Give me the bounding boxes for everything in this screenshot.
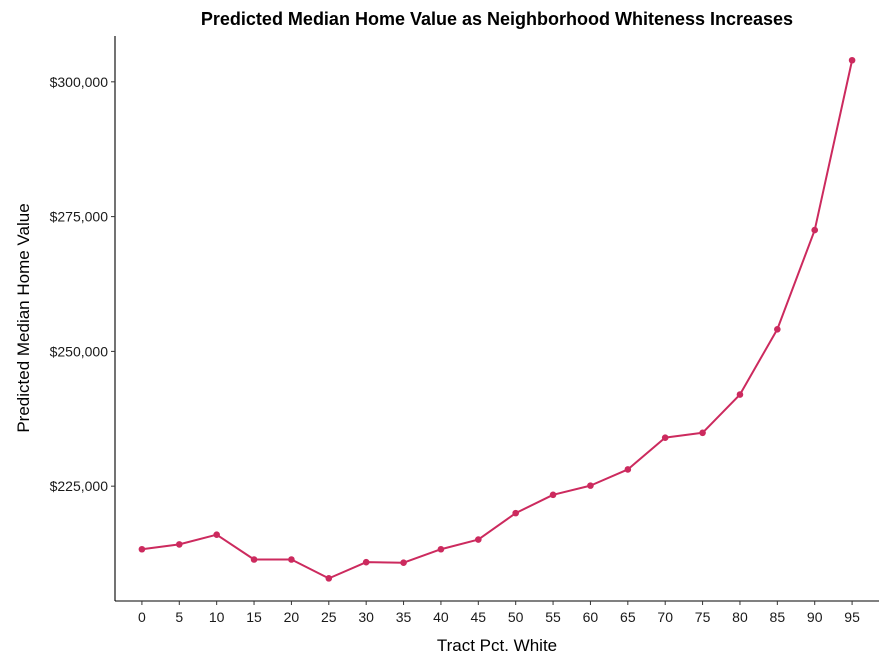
- x-tick-label: 65: [620, 609, 636, 625]
- y-tick-label: $250,000: [50, 343, 109, 359]
- series-line: [141, 60, 854, 580]
- x-tick-label: 95: [844, 609, 860, 625]
- x-tick-label: 5: [175, 609, 183, 625]
- x-tick-label: 20: [284, 609, 300, 625]
- x-tick-label: 0: [138, 609, 146, 625]
- x-tick-label: 85: [770, 609, 786, 625]
- data-point: [250, 556, 258, 563]
- data-point: [699, 429, 706, 437]
- x-tick-label: 15: [246, 609, 262, 625]
- data-point: [437, 545, 445, 553]
- data-point: [661, 434, 669, 441]
- x-tick-label: 80: [732, 609, 748, 625]
- data-point: [512, 509, 519, 517]
- x-tick-label: 55: [545, 609, 561, 625]
- data-point: [848, 56, 856, 64]
- x-axis-label: Tract Pct. White: [437, 636, 557, 655]
- y-tick-label: $225,000: [50, 478, 109, 494]
- x-tick-label: 70: [657, 609, 673, 625]
- x-tick-label: 35: [396, 609, 412, 625]
- x-tick-label: 30: [358, 609, 374, 625]
- x-tick-label: 10: [209, 609, 225, 625]
- data-point: [138, 545, 146, 553]
- x-tick-label: 50: [508, 609, 524, 625]
- data-point: [624, 466, 632, 473]
- x-tick-label: 60: [583, 609, 599, 625]
- x-tick-label: 75: [695, 609, 711, 625]
- y-tick-label: $300,000: [50, 74, 109, 90]
- y-axis: $225,000 $250,000 $275,000 $300,000: [50, 36, 116, 601]
- data-point: [475, 536, 482, 543]
- x-axis: 0 5 10 15 20 25 30 35 40 45 50 55 60 65 70 75 80 85 90 95: [115, 600, 879, 625]
- data-point: [811, 226, 819, 234]
- data-point: [288, 556, 295, 563]
- series-layer: [138, 56, 856, 582]
- y-axis-label: Predicted Median Home Value: [14, 203, 33, 432]
- data-point: [587, 482, 594, 489]
- data-point: [400, 559, 407, 567]
- data-point: [325, 575, 333, 582]
- chart-title: Predicted Median Home Value as Neighborh…: [201, 9, 793, 29]
- data-point: [175, 541, 183, 548]
- x-tick-label: 45: [471, 609, 487, 625]
- data-point: [736, 391, 744, 398]
- x-tick-label: 25: [321, 609, 337, 625]
- data-point: [362, 558, 370, 566]
- data-point: [774, 325, 781, 333]
- x-tick-label: 90: [807, 609, 823, 625]
- data-point: [213, 531, 220, 538]
- y-tick-label: $275,000: [50, 209, 109, 225]
- x-tick-label: 40: [433, 609, 449, 625]
- data-point: [549, 491, 557, 499]
